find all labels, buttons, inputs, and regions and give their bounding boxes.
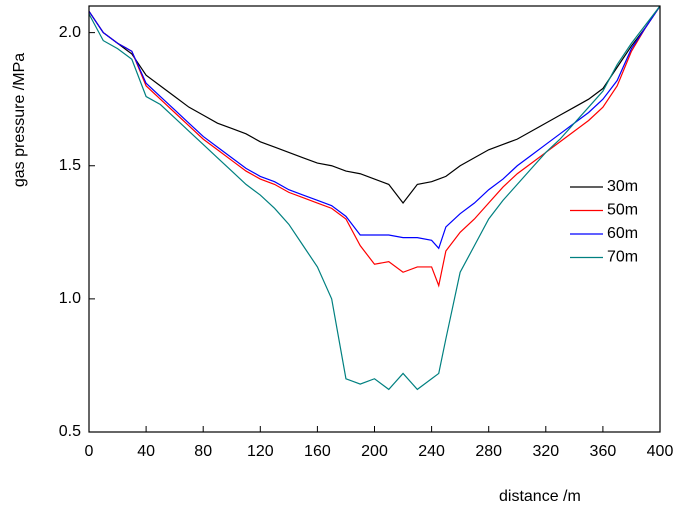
y-tick-label: 2.0 — [59, 24, 81, 41]
x-tick-label: 360 — [590, 443, 617, 460]
series-line — [88, 5, 661, 391]
x-tick-label: 40 — [137, 443, 155, 460]
x-tick-label: 400 — [647, 443, 674, 460]
x-tick-label: 200 — [361, 443, 388, 460]
x-tick-label: 320 — [532, 443, 559, 460]
x-tick-label: 80 — [194, 443, 212, 460]
series-line — [88, 5, 661, 250]
x-tick-label: 160 — [304, 443, 331, 460]
legend-label: 50m — [607, 202, 638, 219]
legend-label: 60m — [607, 225, 638, 242]
y-tick-label: 0.5 — [59, 423, 81, 440]
legend-label: 70m — [607, 249, 638, 266]
y-tick-label: 1.0 — [59, 290, 81, 307]
x-tick-label: 120 — [247, 443, 274, 460]
y-axis-label: gas pressure /MPa — [11, 53, 28, 187]
plot-frame — [88, 5, 661, 433]
legend-label: 30m — [607, 178, 638, 195]
x-axis-label: distance /m — [499, 488, 581, 505]
series-line — [88, 5, 661, 205]
x-tick-label: 0 — [85, 443, 94, 460]
y-tick-label: 1.5 — [59, 157, 81, 174]
x-tick-label: 240 — [418, 443, 445, 460]
x-tick-label: 280 — [475, 443, 502, 460]
series-line — [88, 5, 661, 288]
